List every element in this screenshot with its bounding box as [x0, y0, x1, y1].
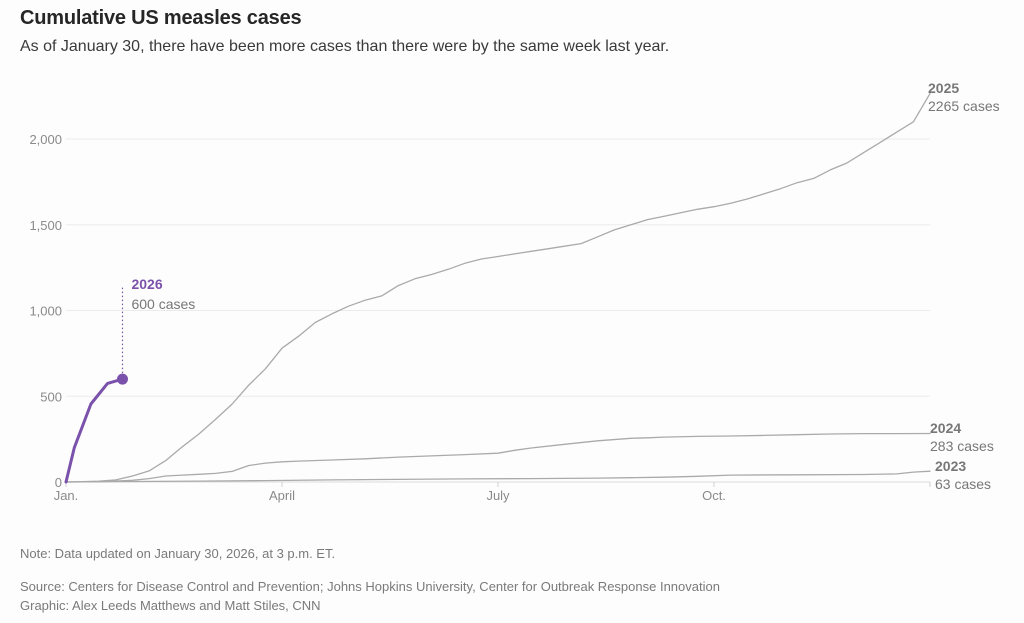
- series-label-cases: 283 cases: [930, 438, 994, 454]
- y-tick-label: 1,500: [29, 218, 62, 233]
- x-tick-label: Jan.: [54, 488, 79, 503]
- series-label-year: 2024: [930, 420, 961, 436]
- series-endpoint-2026: [116, 373, 128, 385]
- series-label-cases: 63 cases: [935, 476, 991, 492]
- chart-credit: Graphic: Alex Leeds Matthews and Matt St…: [20, 598, 321, 613]
- y-tick-label: 0: [55, 475, 62, 490]
- x-tick-label: Oct.: [702, 488, 726, 503]
- line-chart: 0 500 1,000 1,500 2,000 Jan. April July Oct. 20…: [29, 80, 999, 503]
- chart-source: Source: Centers for Disease Control and …: [20, 579, 720, 594]
- series-lines: [64, 92, 931, 484]
- y-tick-label: 1,000: [29, 304, 62, 319]
- series-label-cases: 2265 cases: [928, 98, 1000, 114]
- y-tick-label: 2,000: [29, 132, 62, 147]
- series-label-year: 2025: [928, 80, 959, 96]
- series-line-2023: [65, 470, 931, 483]
- x-tick-label: July: [486, 488, 510, 503]
- gridlines: [66, 138, 930, 483]
- chart-subtitle: As of January 30, there have been more c…: [20, 38, 670, 55]
- x-tick-label: April: [269, 488, 295, 503]
- series-line-2024: [65, 432, 931, 483]
- series-labels: 2025 2265 cases 2024 283 cases 2023 63 cases 2…: [131, 80, 999, 492]
- chart-note: Note: Data updated on January 30, 2026, …: [20, 546, 336, 561]
- y-axis-ticks: 0 500 1,000 1,500 2,000: [29, 132, 62, 490]
- series-line-2025: [65, 92, 931, 483]
- y-tick-label: 500: [40, 389, 62, 404]
- series-line-2026: [64, 377, 124, 484]
- x-axis-ticks: Jan. April July Oct.: [54, 482, 931, 503]
- series-label-year: 2023: [935, 458, 966, 474]
- series-label-cases: 600 cases: [131, 296, 195, 312]
- chart-title: Cumulative US measles cases: [20, 7, 302, 29]
- series-label-year: 2026: [131, 276, 162, 292]
